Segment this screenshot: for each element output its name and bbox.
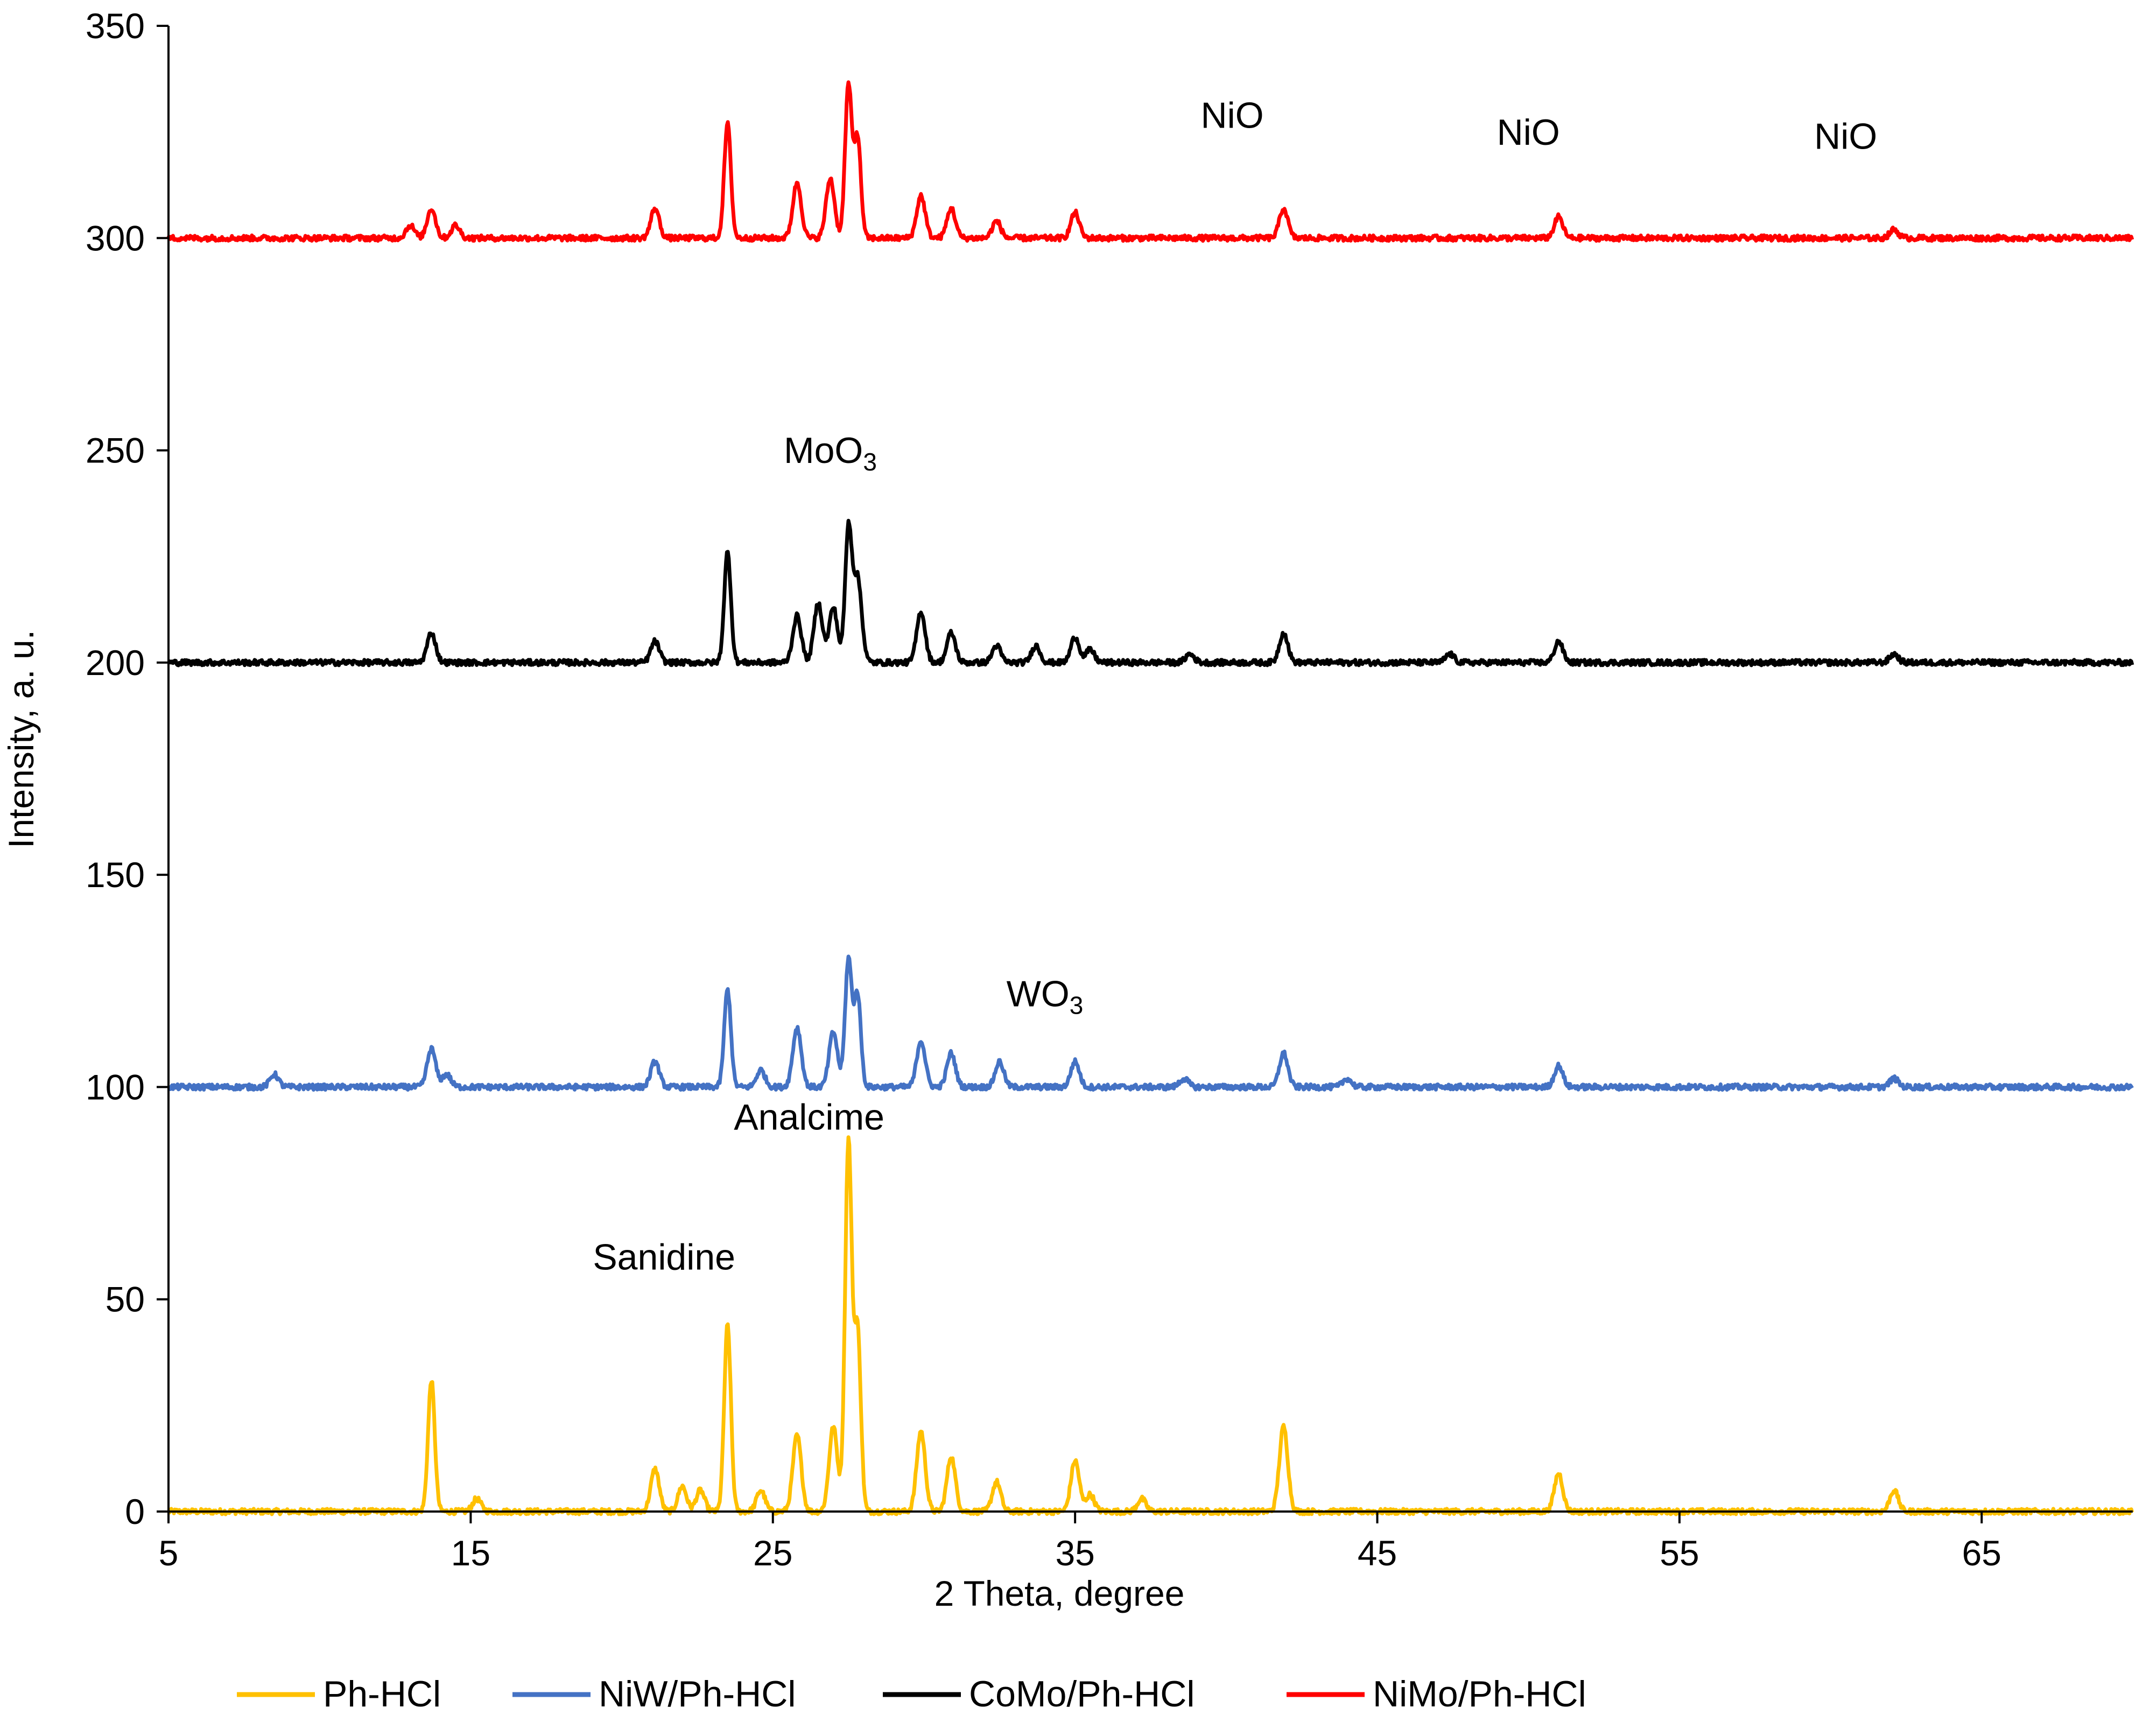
y-tick-label: 250 [86,431,145,470]
x-tick-label: 35 [1055,1533,1094,1573]
annotation-label: Sanidine [593,1237,735,1278]
legend-label: Ph-HCl [323,1674,441,1714]
plot-area: NiO NiO NiO MoO3 WO3 Analcime Sanidine 5 15 25 35… [86,6,2134,1573]
annotation-layer: NiO NiO NiO MoO3 WO3 Analcime Sanidine [593,95,1877,1277]
x-tick-label: 15 [451,1533,490,1573]
y-tick-label: 100 [86,1067,145,1107]
legend: Ph-HCl NiW/Ph-HCl CoMo/Ph-HCl NiMo/Ph-HCl [237,1674,1586,1714]
x-tick-label: 25 [753,1533,792,1573]
annotation-label: NiO [1814,116,1877,157]
annotation-label: NiO [1497,112,1560,153]
legend-label: NiMo/Ph-HCl [1373,1674,1586,1714]
y-tick-label: 50 [106,1280,145,1319]
annotation-label: MoO3 [784,430,877,476]
x-axis-ticks: 5 15 25 35 45 55 65 [159,1512,2001,1573]
series-line-4 [166,80,2134,243]
legend-label: NiW/Ph-HCl [599,1674,796,1714]
x-tick-label: 55 [1660,1533,1699,1573]
series-layer [166,80,2134,1516]
series-line-1 [166,1135,2134,1516]
y-axis-title: Intensity, a. u. [1,630,41,848]
y-tick-label: 150 [86,855,145,895]
series-line-3 [166,518,2134,667]
y-axis-ticks: 0 50 100 150 200 250 300 350 [86,6,168,1531]
x-tick-label: 5 [159,1533,179,1573]
series-line-2 [167,954,2134,1092]
y-tick-label: 0 [125,1492,145,1531]
x-tick-label: 65 [1962,1533,2001,1573]
annotation-label: Analcime [734,1097,884,1137]
x-tick-label: 45 [1358,1533,1397,1573]
y-tick-label: 200 [86,643,145,683]
y-tick-label: 350 [86,6,145,46]
x-axis-title: 2 Theta, degree [935,1573,1185,1613]
annotation-label: NiO [1201,95,1264,136]
y-tick-label: 300 [86,218,145,258]
annotation-label: WO3 [1007,974,1084,1020]
legend-label: CoMo/Ph-HCl [969,1674,1195,1714]
